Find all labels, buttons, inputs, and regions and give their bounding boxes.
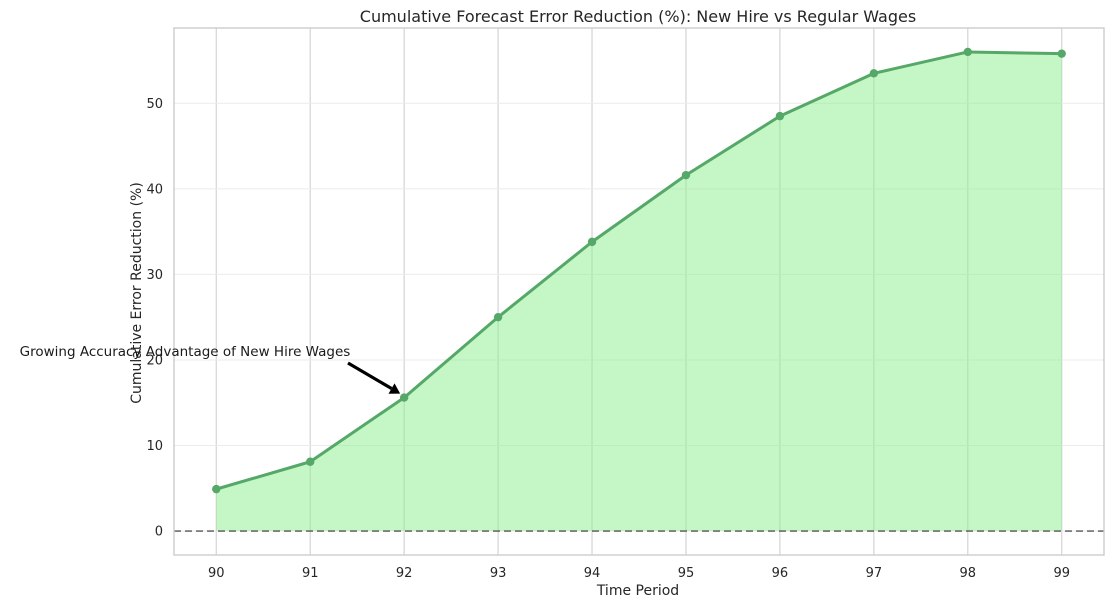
y-tick-label: 30 (146, 268, 163, 283)
area-layer (216, 51, 1062, 532)
y-tick-label: 0 (155, 525, 163, 540)
data-point (869, 69, 879, 78)
x-tick-label: 93 (490, 566, 507, 581)
data-point (399, 393, 409, 402)
data-point (775, 111, 785, 121)
data-point (681, 170, 691, 180)
annotation-arrow-head (388, 383, 401, 394)
series-area-fill (216, 51, 1062, 532)
x-tick-label: 96 (772, 566, 789, 581)
x-tick-label: 98 (960, 566, 977, 581)
x-tick-label: 99 (1053, 566, 1070, 581)
x-tick-label: 90 (208, 566, 225, 581)
data-point (212, 484, 221, 494)
y-tick-labels: 0 10 20 30 40 50 (146, 97, 163, 540)
chart-title: Cumulative Forecast Error Reduction (%):… (360, 7, 916, 26)
annotation: Growing Accuracy Advantage of New Hire W… (20, 344, 401, 394)
data-point (493, 312, 503, 322)
series-line-layer (215, 50, 1062, 491)
plot-frame (173, 27, 1105, 556)
x-tick-label: 97 (866, 566, 883, 581)
annotation-arrow-line (347, 361, 393, 390)
y-axis-title: Cumulative Error Reduction (%) (129, 182, 145, 404)
x-tick-label: 91 (302, 566, 319, 581)
x-tick-labels: 90 91 92 93 94 95 96 97 98 99 (208, 566, 1070, 581)
y-tick-label: 50 (146, 97, 163, 112)
data-points (212, 47, 1066, 494)
y-tick-label: 10 (146, 439, 163, 454)
data-point (587, 237, 597, 247)
x-tick-label: 94 (584, 566, 601, 581)
x-tick-label: 92 (396, 566, 413, 581)
y-tick-label: 40 (146, 182, 163, 197)
x-axis-title: Time Period (596, 583, 679, 599)
annotation-text: Growing Accuracy Advantage of New Hire W… (20, 344, 351, 360)
data-point (306, 457, 315, 466)
data-point (963, 47, 972, 57)
data-point (1057, 49, 1066, 58)
series-line (215, 50, 1062, 491)
x-tick-label: 95 (678, 566, 695, 581)
y-tick-label: 20 (146, 353, 163, 368)
